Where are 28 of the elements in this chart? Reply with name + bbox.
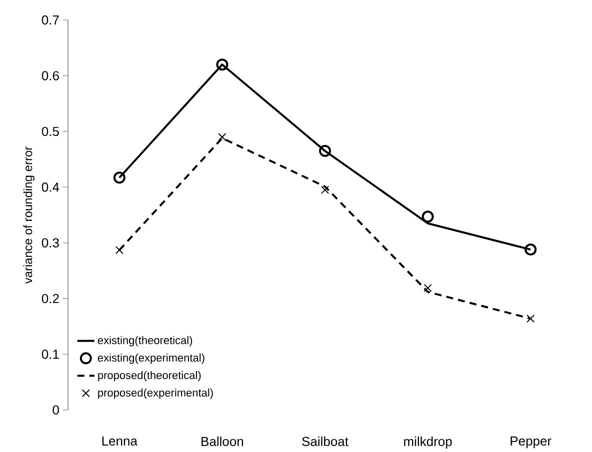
- point: [319, 144, 331, 157]
- point: [216, 58, 228, 71]
- point: [424, 284, 432, 292]
- point: [115, 246, 124, 254]
- legend-label: existing(theoretical): [98, 336, 192, 346]
- legend-label: proposed(experimental): [98, 388, 213, 399]
- point: [218, 132, 226, 142]
- point: [113, 172, 126, 184]
- y-tick-label: 0.1: [42, 350, 59, 359]
- x-tick-label: Lenna: [102, 436, 138, 446]
- x-tick-label: Balloon: [202, 436, 244, 446]
- x-tick-label: Pepper: [510, 436, 552, 448]
- point: [422, 210, 434, 223]
- y-tick-label: 0: [52, 405, 59, 415]
- y-tick-label: 0.6: [42, 71, 59, 80]
- y-tick-label: 0.4: [42, 182, 60, 192]
- y-tick-label: 0.5: [42, 126, 59, 136]
- point: [320, 186, 330, 194]
- y-tick-label: 0.2: [42, 294, 59, 304]
- point: [524, 244, 537, 256]
- y-tick-label: 0.7: [42, 15, 59, 25]
- legend-label: existing(experimental): [98, 354, 204, 364]
- legend-label: proposed(theoretical): [98, 371, 201, 382]
- point: [526, 314, 535, 323]
- y-tick-label: 0.3: [42, 238, 59, 248]
- x-tick-label: milkdrop: [404, 436, 452, 449]
- x-tick-label: Sailboat: [302, 436, 348, 446]
- y-axis-title: variance of rounding error: [23, 146, 35, 284]
